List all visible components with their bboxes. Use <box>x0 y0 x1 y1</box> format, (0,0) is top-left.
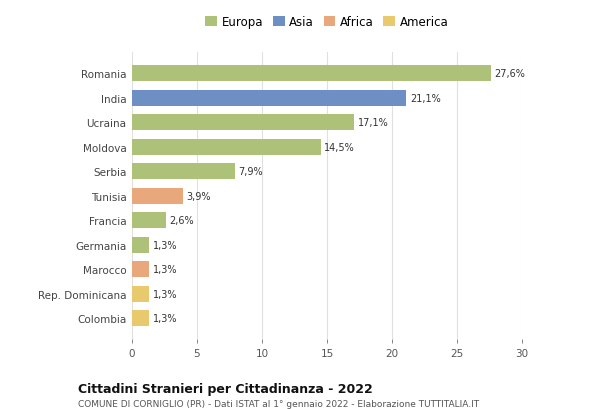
Bar <box>132 115 354 131</box>
Text: Cittadini Stranieri per Cittadinanza - 2022: Cittadini Stranieri per Cittadinanza - 2… <box>78 382 373 396</box>
Bar <box>132 310 149 326</box>
Bar <box>132 66 491 82</box>
Text: 21,1%: 21,1% <box>410 94 441 103</box>
Text: 3,9%: 3,9% <box>187 191 211 201</box>
Text: 1,3%: 1,3% <box>153 240 178 250</box>
Text: 27,6%: 27,6% <box>495 69 526 79</box>
Bar <box>132 286 149 302</box>
Bar <box>132 189 182 204</box>
Text: 7,9%: 7,9% <box>239 167 263 177</box>
Bar <box>132 237 149 253</box>
Bar <box>132 164 235 180</box>
Text: 14,5%: 14,5% <box>325 142 355 153</box>
Text: 1,3%: 1,3% <box>153 289 178 299</box>
Bar <box>132 262 149 278</box>
Text: 2,6%: 2,6% <box>170 216 194 226</box>
Text: COMUNE DI CORNIGLIO (PR) - Dati ISTAT al 1° gennaio 2022 - Elaborazione TUTTITAL: COMUNE DI CORNIGLIO (PR) - Dati ISTAT al… <box>78 399 479 408</box>
Text: 17,1%: 17,1% <box>358 118 389 128</box>
Text: 1,3%: 1,3% <box>153 314 178 324</box>
Text: 1,3%: 1,3% <box>153 265 178 274</box>
Legend: Europa, Asia, Africa, America: Europa, Asia, Africa, America <box>205 16 449 29</box>
Bar <box>132 213 166 229</box>
Bar <box>132 139 320 155</box>
Bar <box>132 91 406 106</box>
